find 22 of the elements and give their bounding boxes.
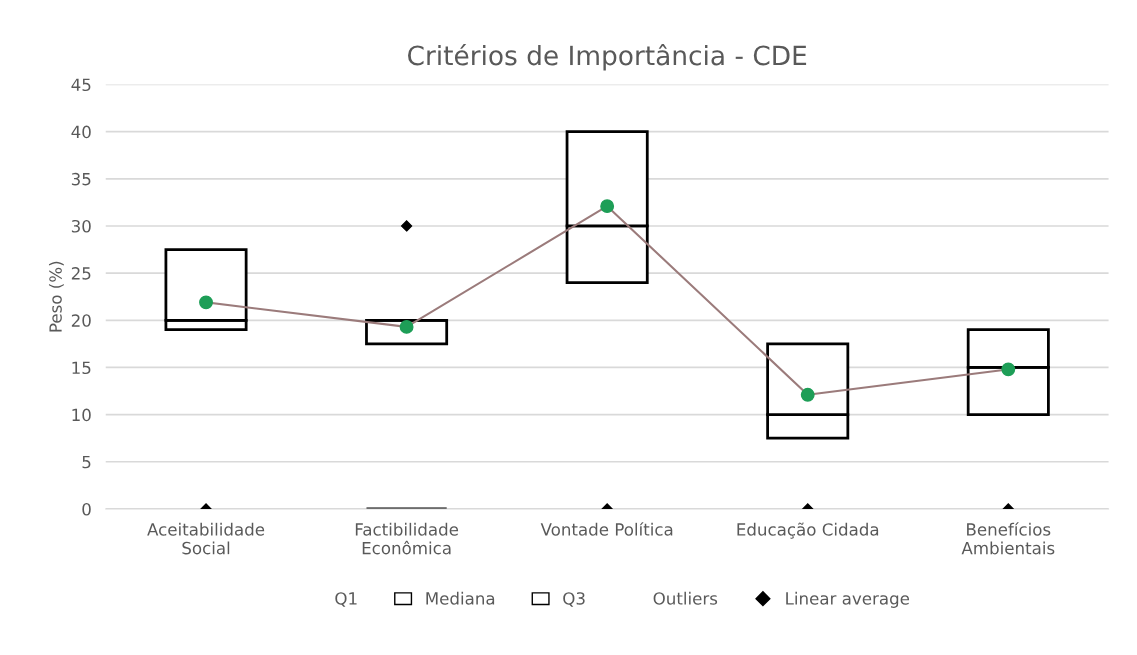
x-tick-label: Benefícios Ambientais bbox=[961, 522, 1055, 555]
text: Q1 bbox=[335, 592, 357, 607]
y-tick-label: 30 bbox=[71, 219, 91, 233]
y-tick-label: 35 bbox=[71, 172, 91, 186]
y-tick-label: 5 bbox=[82, 455, 91, 469]
y-axis-title: Peso (%) bbox=[48, 261, 64, 332]
y-tick-label: 40 bbox=[71, 125, 91, 139]
x-tick-label: Aceitabilidade Social bbox=[147, 522, 265, 555]
legend-label: Linear average bbox=[786, 591, 910, 608]
text: Outliers bbox=[653, 591, 718, 605]
legend-label: Mediana bbox=[426, 591, 495, 605]
y-tick-label: 15 bbox=[72, 361, 91, 375]
x-tick-label: Factibilidade Econômica bbox=[355, 522, 459, 555]
x-tick-label: Educação Cidada bbox=[737, 522, 879, 539]
y-tick-label: 45 bbox=[71, 78, 91, 92]
x-tick-label: Vontade Política bbox=[540, 522, 673, 536]
y-tick-label: 20 bbox=[71, 314, 91, 327]
y-tick-label: 10 bbox=[72, 408, 91, 422]
chart-title: Critérios de Importância - CDE bbox=[408, 43, 807, 71]
legend-label: Q3 bbox=[563, 592, 585, 607]
y-tick-label: 25 bbox=[71, 267, 91, 280]
y-tick-label: 0 bbox=[82, 502, 91, 516]
